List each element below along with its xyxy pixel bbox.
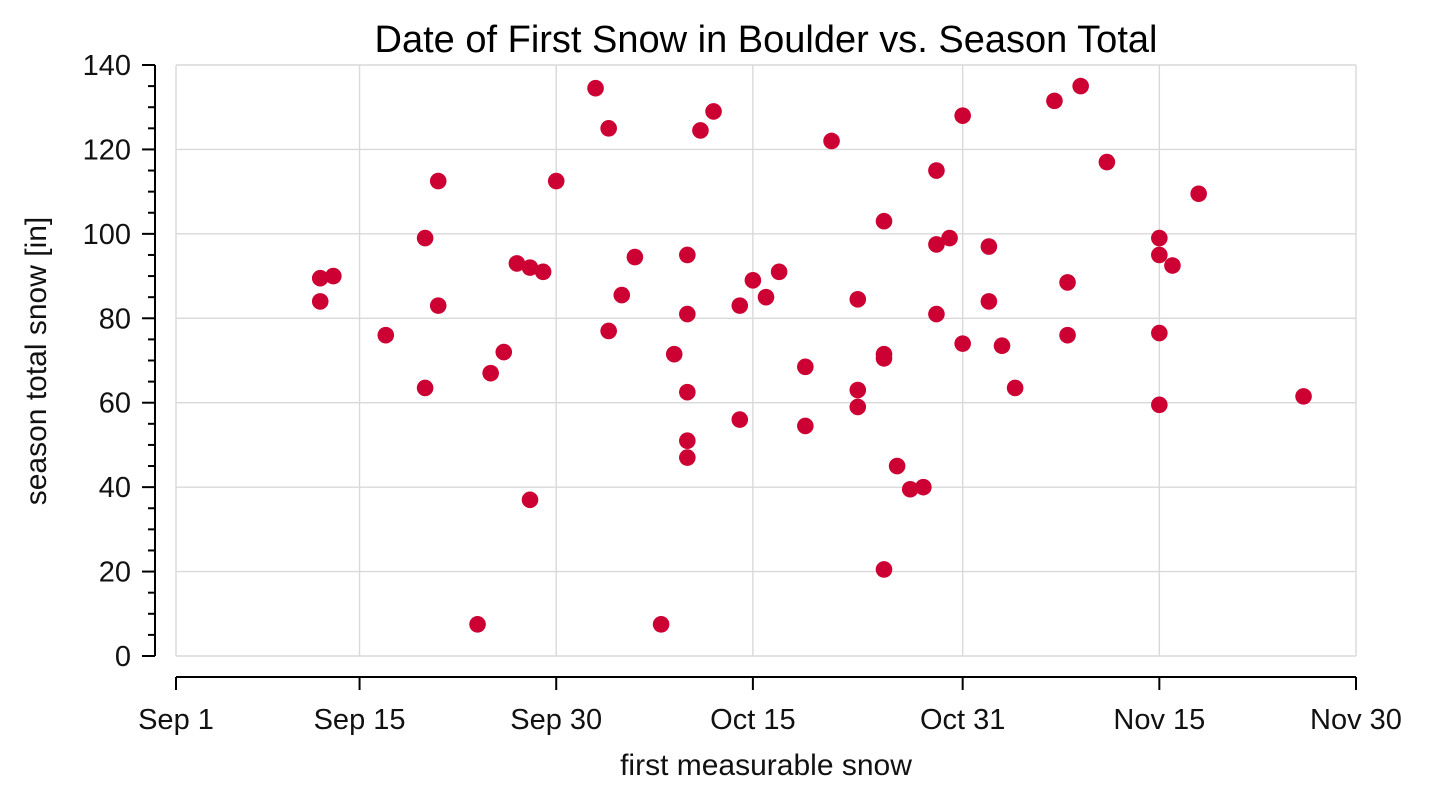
data-point — [875, 350, 893, 367]
data-point — [705, 103, 722, 120]
data-points — [311, 77, 1312, 633]
data-point — [547, 172, 565, 190]
y-tick-label: 40 — [99, 472, 131, 504]
data-point — [429, 297, 447, 314]
data-point — [1295, 388, 1312, 405]
data-point — [416, 379, 434, 397]
data-point — [849, 290, 867, 308]
data-point — [928, 162, 945, 179]
data-point — [1072, 77, 1089, 95]
data-point — [797, 417, 814, 435]
data-point — [731, 411, 749, 428]
data-point — [429, 172, 447, 190]
data-point — [534, 263, 552, 281]
data-point — [797, 358, 814, 376]
data-point — [325, 267, 342, 285]
data-point — [744, 271, 762, 289]
data-point — [731, 297, 749, 314]
data-point — [311, 269, 329, 287]
y-tick-label: 60 — [99, 388, 131, 420]
data-point — [521, 491, 539, 509]
data-point — [482, 364, 499, 382]
x-tick-label: Sep 1 — [138, 704, 214, 736]
x-tick-label: Nov 15 — [1113, 704, 1205, 736]
data-point — [980, 293, 998, 310]
data-point — [770, 263, 788, 281]
data-point — [928, 236, 945, 253]
data-point — [980, 238, 998, 255]
axes: 0 20 40 60 80 100 120 140 Sep 1 Sep 15 Sep 30 Oct 1… — [83, 50, 1402, 736]
y-tick-label: 20 — [99, 557, 131, 589]
data-point — [1164, 257, 1181, 274]
data-point — [823, 132, 840, 150]
data-point — [679, 383, 696, 401]
data-point — [941, 229, 958, 247]
data-point — [679, 305, 696, 323]
data-point — [901, 480, 919, 498]
y-tick-label: 120 — [83, 134, 131, 166]
data-point — [652, 616, 670, 633]
data-point — [1151, 246, 1168, 264]
data-point — [954, 107, 971, 124]
y-axis-label: season total snow [in] — [20, 217, 53, 506]
data-point — [954, 335, 971, 352]
y-tick-label: 80 — [99, 303, 131, 335]
data-point — [311, 293, 329, 310]
x-tick-label: Oct 15 — [710, 704, 795, 736]
data-point — [1151, 396, 1168, 414]
data-point — [495, 343, 513, 361]
x-tick-label: Nov 30 — [1310, 704, 1402, 736]
data-point — [600, 120, 617, 137]
data-point — [1046, 92, 1063, 110]
data-point — [613, 286, 631, 304]
x-tick-label: Oct 31 — [920, 704, 1005, 736]
data-point — [679, 246, 696, 264]
x-axis-label: first measurable snow — [620, 749, 912, 782]
data-point — [849, 381, 867, 399]
grid — [175, 64, 1357, 657]
y-tick-label: 100 — [83, 219, 131, 251]
data-point — [377, 326, 395, 344]
data-point — [626, 248, 644, 266]
data-point — [875, 212, 893, 230]
data-point — [875, 561, 893, 578]
data-point — [587, 79, 604, 97]
data-point — [1151, 229, 1168, 247]
data-point — [888, 457, 906, 475]
data-point — [679, 449, 696, 466]
x-tick-label: Sep 30 — [510, 704, 602, 736]
data-point — [521, 259, 539, 276]
data-point — [600, 322, 617, 340]
data-point — [1006, 379, 1024, 397]
data-point — [757, 288, 775, 306]
data-point — [849, 398, 867, 416]
data-point — [469, 616, 486, 633]
data-point — [692, 122, 709, 139]
y-tick-label: 140 — [83, 50, 131, 82]
data-point — [665, 345, 683, 363]
chart-title: Date of First Snow in Boulder vs. Season… — [375, 19, 1158, 61]
data-point — [1190, 185, 1207, 203]
data-point — [1059, 326, 1076, 344]
data-point — [416, 229, 434, 247]
data-point — [928, 305, 945, 323]
data-point — [1059, 274, 1076, 291]
data-point — [915, 478, 932, 496]
data-point — [679, 432, 696, 450]
data-point — [1098, 153, 1116, 171]
y-tick-label: 0 — [115, 641, 131, 673]
x-tick-label: Sep 15 — [314, 704, 406, 736]
data-point — [508, 255, 526, 272]
data-point — [1151, 324, 1168, 342]
data-point — [993, 337, 1011, 355]
